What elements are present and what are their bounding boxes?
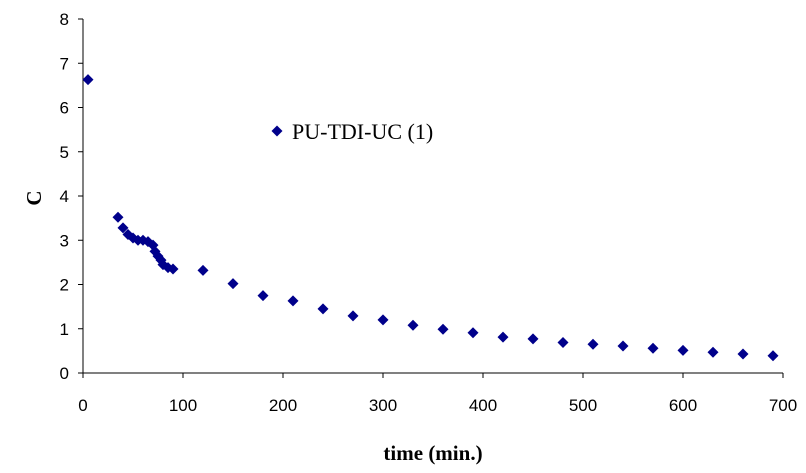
- data-point: [587, 338, 599, 350]
- x-axis-title: time (min.): [383, 441, 482, 465]
- data-points: [82, 74, 779, 362]
- y-tick-label: 5: [60, 143, 69, 162]
- data-point: [527, 333, 539, 345]
- data-point: [707, 346, 719, 358]
- legend: PU-TDI-UC (1): [271, 119, 433, 144]
- data-point: [437, 323, 449, 335]
- data-point: [647, 342, 659, 354]
- data-point: [257, 290, 269, 302]
- data-point: [737, 348, 749, 360]
- data-point: [557, 336, 569, 348]
- y-tick-label: 0: [60, 364, 69, 383]
- x-tick-label: 200: [269, 396, 297, 415]
- data-point: [677, 344, 689, 356]
- x-tick-label: 100: [169, 396, 197, 415]
- x-tick-label: 600: [669, 396, 697, 415]
- y-tick-label: 8: [60, 10, 69, 29]
- data-point: [117, 222, 129, 234]
- y-tick-label: 2: [60, 276, 69, 295]
- x-tick-label: 0: [78, 396, 87, 415]
- x-tick-label: 400: [469, 396, 497, 415]
- data-point: [767, 350, 779, 362]
- tick-labels: 0 1 2 3 4 5 6 7 8 0 100 200 300 400 500 600 700: [60, 10, 798, 415]
- x-tick-label: 300: [369, 396, 397, 415]
- data-point: [197, 264, 209, 276]
- y-tick-label: 3: [60, 231, 69, 250]
- y-tick-label: 4: [60, 187, 69, 206]
- y-tick-label: 6: [60, 99, 69, 118]
- data-point: [82, 74, 94, 86]
- data-point: [317, 303, 329, 315]
- data-point: [407, 319, 419, 331]
- data-point: [497, 331, 509, 343]
- y-tick-label: 7: [60, 54, 69, 73]
- legend-label: PU-TDI-UC (1): [292, 119, 433, 144]
- legend-marker: [271, 125, 283, 137]
- data-point: [287, 295, 299, 307]
- data-point: [227, 278, 239, 290]
- data-point: [167, 263, 179, 275]
- data-point: [617, 340, 629, 352]
- data-point: [377, 314, 389, 326]
- x-tick-label: 700: [769, 396, 797, 415]
- data-point: [112, 211, 124, 223]
- y-axis-title: C: [22, 190, 46, 205]
- x-tick-label: 500: [569, 396, 597, 415]
- data-point: [467, 327, 479, 339]
- y-tick-label: 1: [60, 320, 69, 339]
- axes: [78, 18, 784, 378]
- data-point: [347, 310, 359, 322]
